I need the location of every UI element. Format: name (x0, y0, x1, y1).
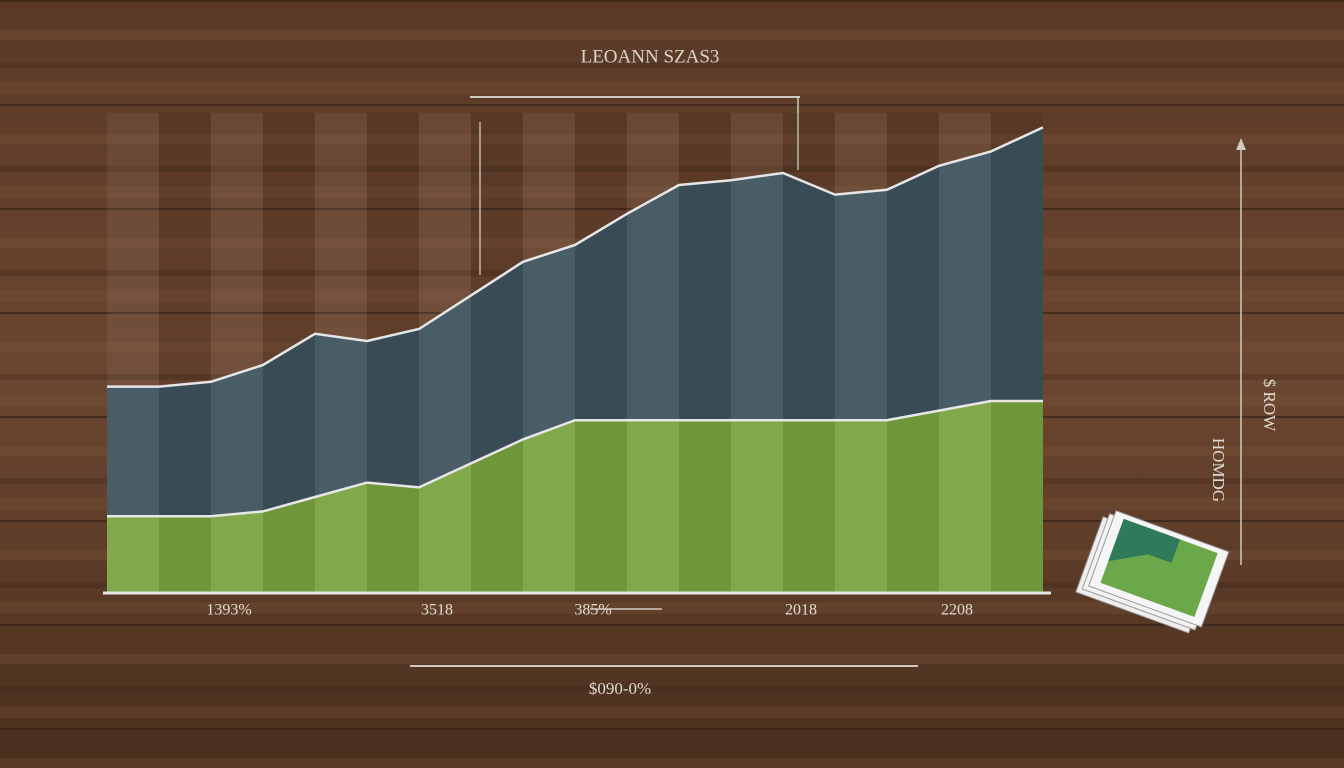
area-edge (107, 399, 1043, 518)
stripe (939, 113, 991, 593)
stripe (679, 113, 731, 593)
stripe (991, 113, 1043, 593)
arrow-head (1236, 138, 1246, 150)
stripe (835, 113, 887, 593)
stripe (419, 113, 471, 593)
x-tick-label: 1393% (206, 602, 251, 619)
area-edge (107, 126, 1044, 388)
chart-title: LEOANN SZAS3 (581, 46, 720, 67)
stripe (211, 113, 263, 593)
stripe (731, 113, 783, 593)
stripe (523, 113, 575, 593)
stripe (887, 113, 939, 593)
stripe (315, 113, 367, 593)
x-tick-label: 385% (574, 602, 611, 619)
stripe (627, 113, 679, 593)
x-tick-label: 2208 (941, 602, 973, 619)
stripe (159, 113, 211, 593)
area (107, 401, 1043, 593)
stripe (783, 113, 835, 593)
stripe (471, 113, 523, 593)
stripe (107, 113, 159, 593)
x-tick-label: 2018 (785, 602, 817, 619)
y-axis-label: HOMDG (1209, 438, 1228, 502)
cards-icon (1075, 510, 1230, 634)
y-axis-label: $ ROW (1260, 379, 1279, 432)
stripe (263, 113, 315, 593)
x-axis-label: $090-0% (589, 679, 651, 698)
stripe (367, 113, 419, 593)
x-tick-label: 3518 (421, 602, 453, 619)
stripe (575, 113, 627, 593)
